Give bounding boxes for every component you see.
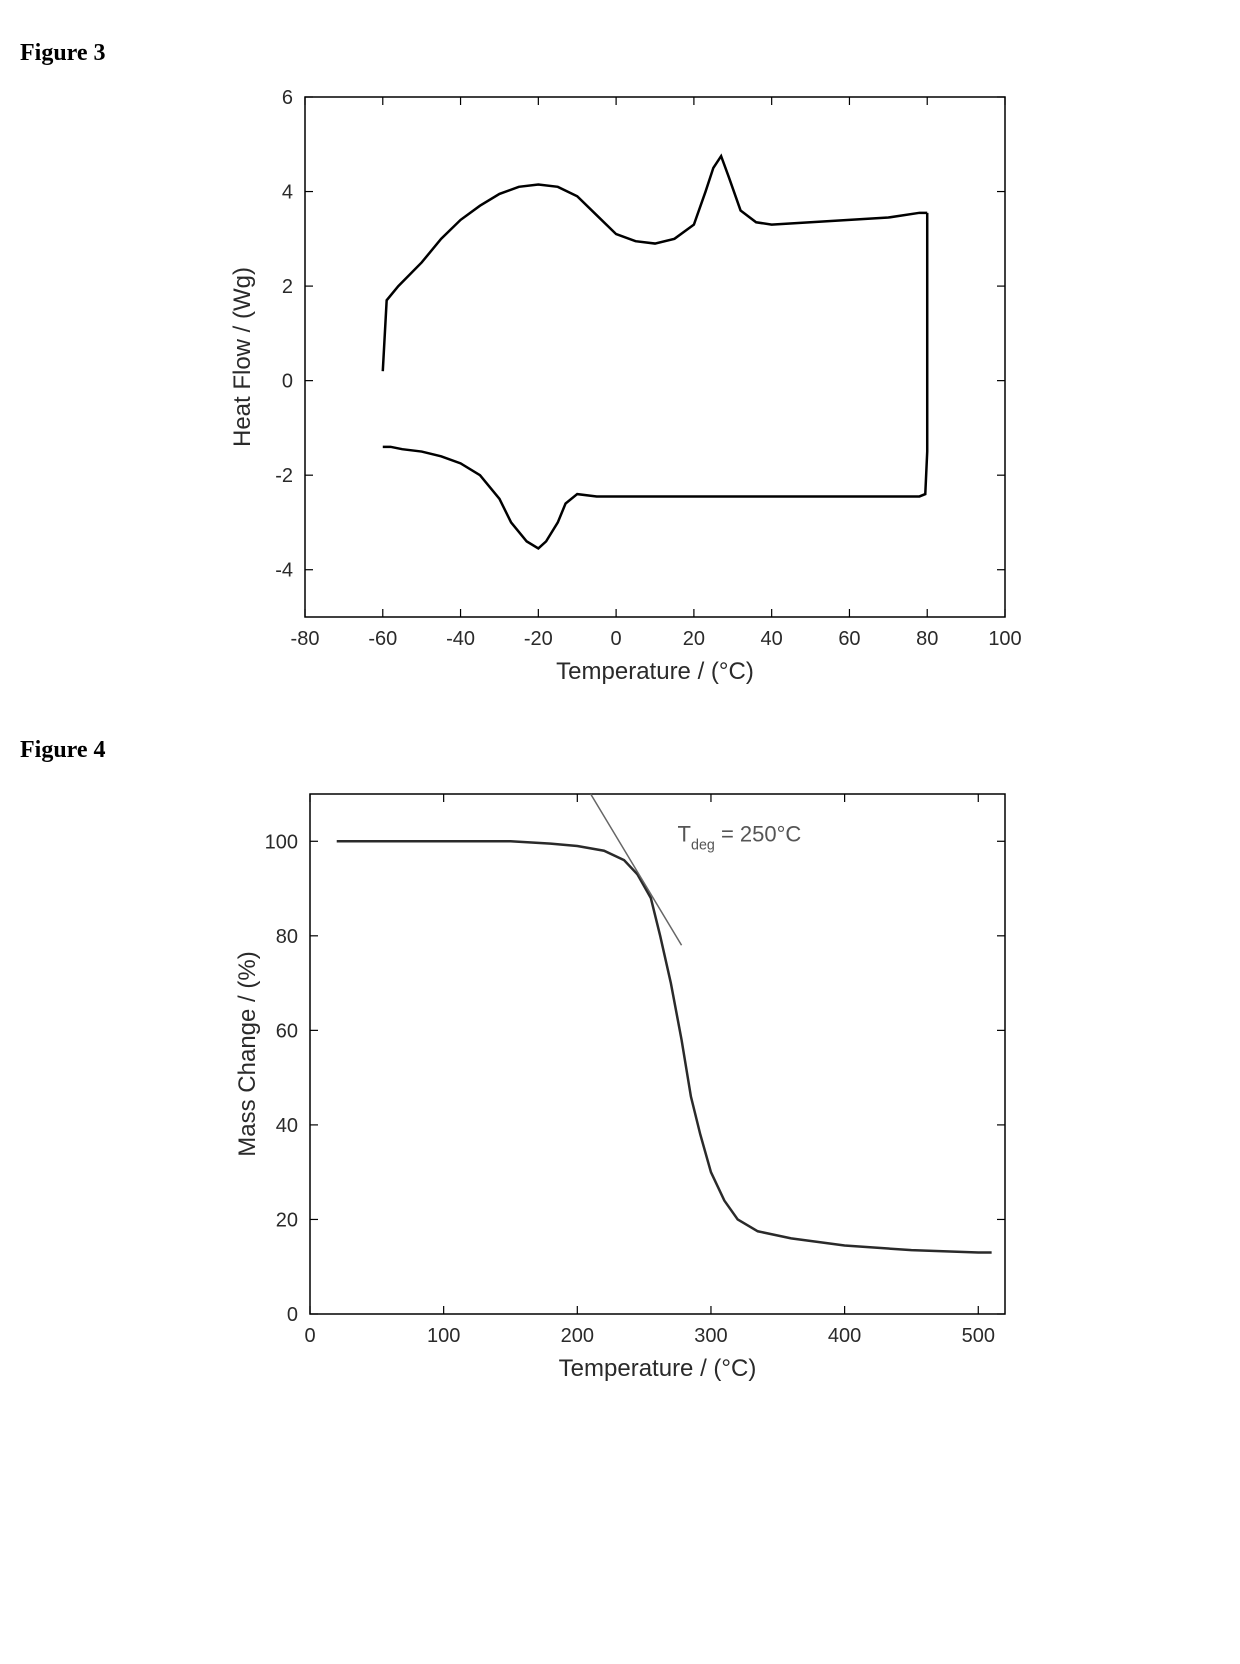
svg-text:100: 100 xyxy=(988,628,1021,650)
svg-text:20: 20 xyxy=(683,628,705,650)
svg-text:Temperature / (°C): Temperature / (°C) xyxy=(559,1355,757,1382)
figure4-chart: 0 100 200 300 400 500 0 20 40 60 80 100 Temperature … xyxy=(210,774,1030,1394)
svg-text:-40: -40 xyxy=(446,628,475,650)
svg-text:4: 4 xyxy=(282,182,293,204)
figure3-chart-container: -80-60-40-20020406080100-4-20246Temperat… xyxy=(20,77,1220,697)
svg-text:0: 0 xyxy=(611,628,622,650)
figure3-title: Figure 3 xyxy=(20,40,1220,67)
svg-text:40: 40 xyxy=(761,628,783,650)
svg-text:300: 300 xyxy=(694,1325,727,1347)
svg-text:100: 100 xyxy=(265,831,298,853)
svg-text:Mass Change / (%): Mass Change / (%) xyxy=(234,951,261,1156)
figure3-chart: -80-60-40-20020406080100-4-20246Temperat… xyxy=(210,77,1030,697)
svg-text:60: 60 xyxy=(838,628,860,650)
svg-text:Heat Flow / (Wg): Heat Flow / (Wg) xyxy=(229,267,256,447)
svg-text:-20: -20 xyxy=(524,628,553,650)
svg-text:6: 6 xyxy=(282,87,293,109)
svg-text:400: 400 xyxy=(828,1325,861,1347)
svg-text:100: 100 xyxy=(427,1325,460,1347)
svg-text:200: 200 xyxy=(561,1325,594,1347)
svg-text:20: 20 xyxy=(276,1209,298,1231)
svg-text:80: 80 xyxy=(276,926,298,948)
svg-text:0: 0 xyxy=(282,371,293,393)
svg-text:500: 500 xyxy=(962,1325,995,1347)
figure4-title: Figure 4 xyxy=(20,737,1220,764)
svg-text:40: 40 xyxy=(276,1115,298,1137)
svg-text:-4: -4 xyxy=(275,560,293,582)
svg-text:-2: -2 xyxy=(275,465,293,487)
svg-text:80: 80 xyxy=(916,628,938,650)
svg-text:60: 60 xyxy=(276,1020,298,1042)
svg-text:Temperature / (°C): Temperature / (°C) xyxy=(556,658,754,685)
svg-text:2: 2 xyxy=(282,276,293,298)
figure4-chart-container: 0 100 200 300 400 500 0 20 40 60 80 100 Temperature … xyxy=(20,774,1220,1394)
svg-text:-60: -60 xyxy=(368,628,397,650)
svg-text:0: 0 xyxy=(287,1304,298,1326)
svg-text:0: 0 xyxy=(304,1325,315,1347)
svg-text:-80: -80 xyxy=(291,628,320,650)
